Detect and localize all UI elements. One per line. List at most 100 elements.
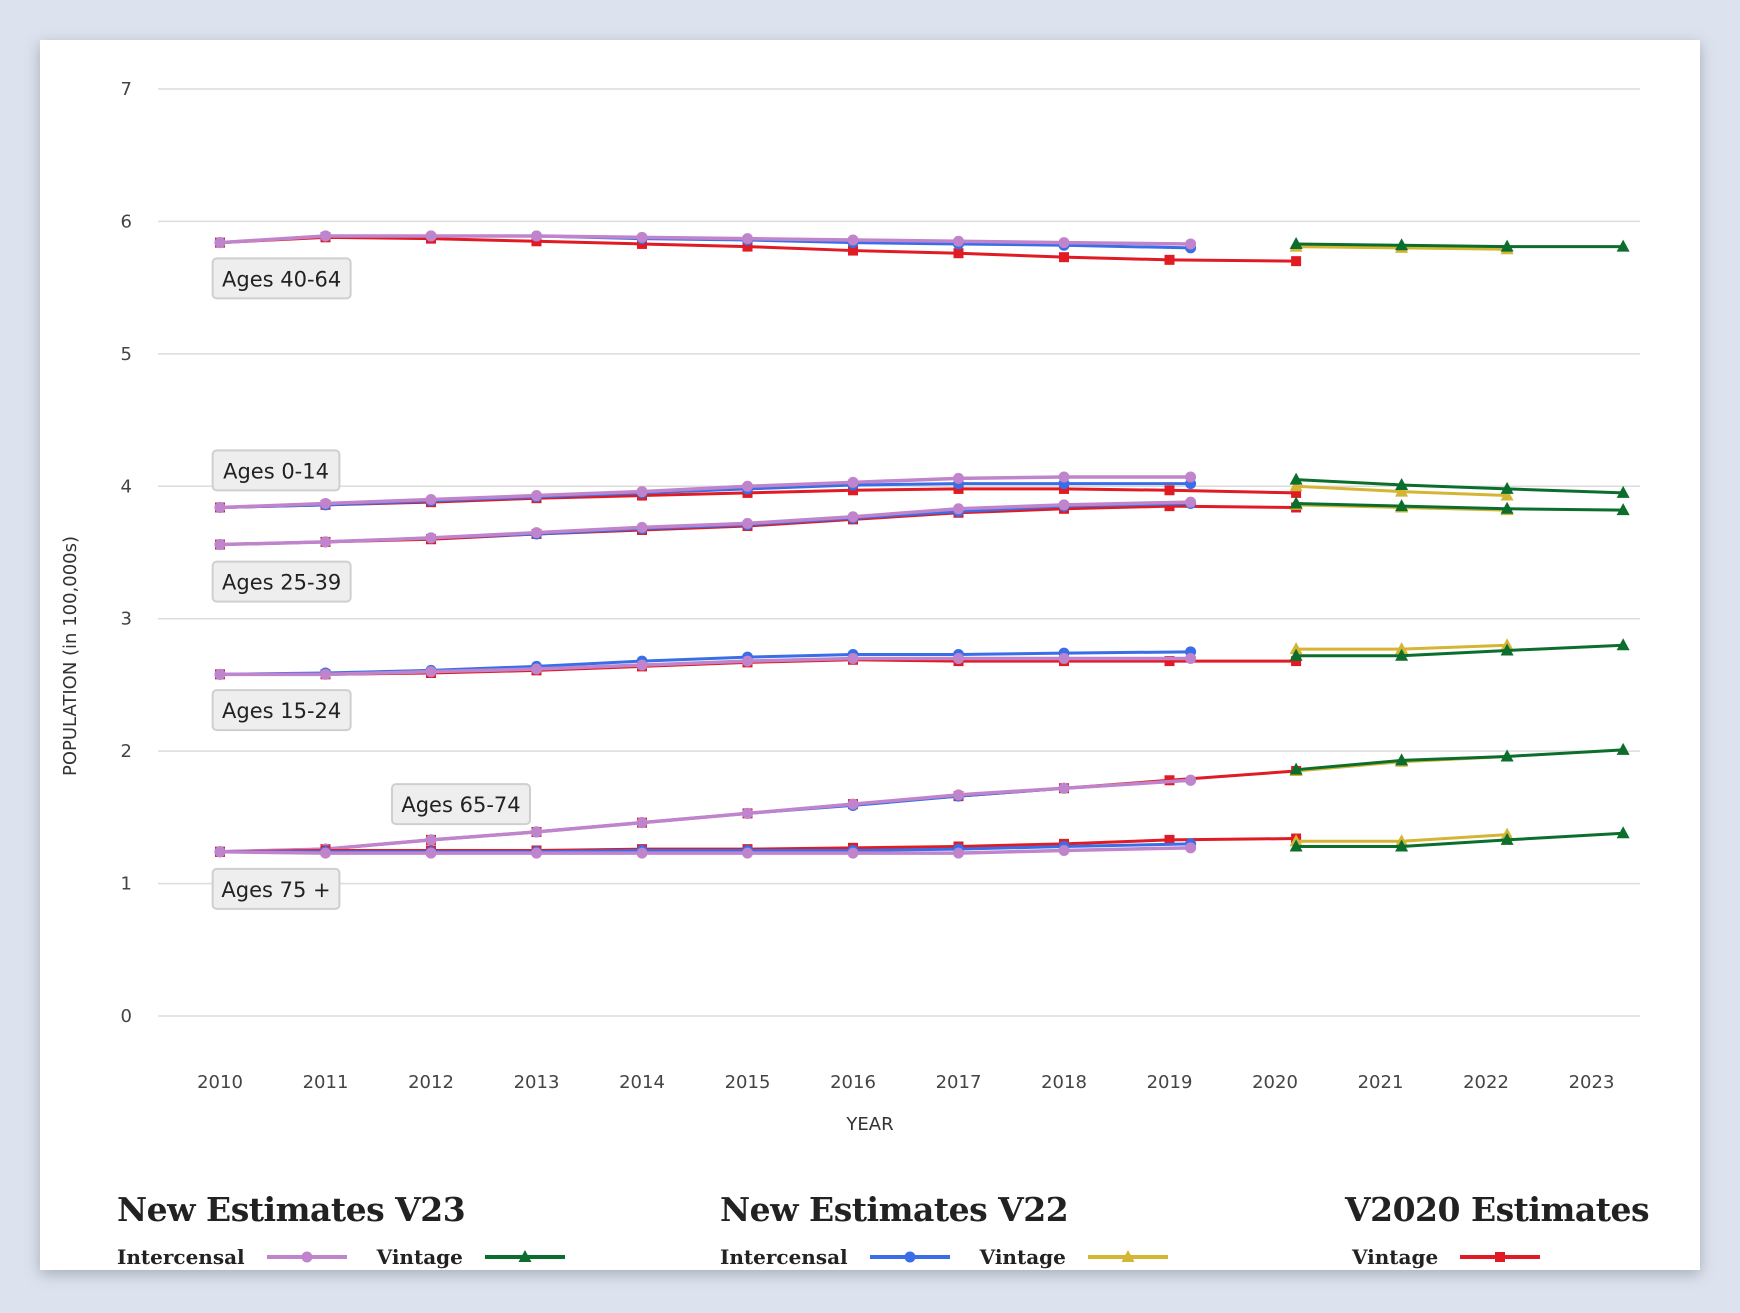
- age-group-ages-0-14: [214, 471, 1630, 513]
- data-point-v23-intercensal: [425, 834, 437, 846]
- data-point-v2020-vintage: [1291, 487, 1302, 498]
- legend-label-v22-intercensal: Intercensal: [720, 1245, 848, 1269]
- data-point-v22-vintage: [1500, 488, 1514, 501]
- data-point-v2020-vintage: [848, 245, 858, 256]
- data-point-v23-intercensal: [1185, 238, 1197, 250]
- data-point-v23-vintage: [1616, 485, 1630, 498]
- legend-swatch-v2020-vintage: [1460, 1252, 1541, 1262]
- data-point-v23-vintage: [1616, 742, 1630, 755]
- series-line-v23-intercensal[interactable]: [220, 656, 1191, 677]
- data-point-v23-vintage: [1500, 481, 1514, 494]
- data-point-v23-vintage: [1616, 826, 1630, 839]
- annotation-box: [211, 257, 352, 300]
- series-line-v23-vintage[interactable]: [1296, 478, 1624, 495]
- data-point-v23-intercensal: [742, 847, 753, 859]
- gridlines: [158, 88, 1640, 1017]
- data-point-v23-intercensal: [1185, 652, 1197, 664]
- x-tick-label: 2017: [936, 1072, 982, 1093]
- y-tick-label: 5: [121, 344, 132, 365]
- data-point-v23-intercensal: [1058, 844, 1070, 856]
- data-point-v23-intercensal: [953, 235, 964, 247]
- age-group-ages-75-: [214, 826, 1630, 859]
- y-axis-ticks: 0 1 2 3 4 5 6 7: [121, 79, 132, 1027]
- data-point-v23-intercensal: [531, 230, 542, 242]
- x-tick-label: 2015: [725, 1072, 771, 1093]
- legend-marker-square-icon: [1495, 1252, 1506, 1262]
- data-point-v23-intercensal: [636, 521, 648, 533]
- annotation-label: Ages 15-24: [211, 689, 352, 732]
- data-point-v23-vintage: [1289, 496, 1303, 509]
- series-line-v23-vintage[interactable]: [1295, 748, 1624, 772]
- annotation-box: [211, 689, 352, 732]
- data-point-v23-intercensal: [953, 847, 964, 859]
- y-tick-label: 6: [121, 211, 132, 232]
- data-point-v23-intercensal: [531, 847, 542, 859]
- annotation-text: Ages 0-14: [223, 459, 329, 483]
- data-point-v23-intercensal: [320, 668, 331, 680]
- data-point-v2020-vintage: [1059, 252, 1069, 263]
- data-point-v23-intercensal: [1058, 499, 1070, 511]
- data-point-v22-vintage: [1289, 479, 1303, 492]
- data-point-v23-vintage: [1616, 239, 1630, 252]
- series-line-v23-vintage[interactable]: [1296, 502, 1624, 512]
- legend-group-v23: New Estimates V23 Intercensal Vintage: [117, 1190, 595, 1269]
- series-line-v23-intercensal[interactable]: [219, 475, 1191, 510]
- data-point-v23-intercensal: [636, 817, 648, 829]
- data-point-v23-intercensal: [214, 237, 226, 249]
- data-point-v23-intercensal: [425, 847, 437, 859]
- data-point-v23-intercensal: [425, 494, 437, 506]
- data-point-v23-intercensal: [1185, 471, 1197, 483]
- data-point-v2020-vintage: [953, 248, 964, 259]
- series-line-v23-vintage[interactable]: [1296, 831, 1624, 848]
- data-point-v23-intercensal: [742, 480, 753, 492]
- legend-label-v23-intercensal: Intercensal: [117, 1245, 245, 1269]
- data-point-v23-intercensal: [742, 517, 753, 529]
- annotation-text: Ages 75 +: [221, 878, 330, 902]
- data-point-v2020-vintage: [1291, 656, 1302, 667]
- legend-marker-triangle-icon: [518, 1250, 532, 1262]
- series-line-v23-intercensal[interactable]: [219, 846, 1191, 855]
- age-group-ages-25-39: [214, 496, 1630, 551]
- series-line-v23-intercensal[interactable]: [219, 778, 1191, 854]
- series-line-v23-intercensal[interactable]: [219, 234, 1191, 246]
- data-point-v23-intercensal: [320, 536, 331, 548]
- data-point-v23-intercensal: [531, 527, 542, 539]
- data-point-v23-intercensal: [847, 652, 859, 664]
- series-line-v23-vintage[interactable]: [1296, 242, 1624, 249]
- legend-label-v2020-vintage: Vintage: [1352, 1245, 1439, 1269]
- series-line-v23-intercensal[interactable]: [219, 500, 1191, 547]
- y-axis-title: POPULATION (in 100,000s): [60, 536, 81, 776]
- y-tick-label: 1: [121, 874, 132, 895]
- data-point-v23-vintage: [1395, 753, 1409, 766]
- annotation-box: [391, 783, 531, 826]
- legend-title-v2020: V2020 Estimates: [1345, 1190, 1650, 1229]
- age-group-ages-40-64: [214, 230, 1630, 267]
- data-point-v23-intercensal: [742, 233, 753, 245]
- series-line-v23-vintage[interactable]: [1296, 643, 1624, 658]
- data-point-v23-vintage: [1616, 503, 1630, 516]
- data-point-v23-intercensal: [1058, 652, 1070, 664]
- annotation-text: Ages 65-74: [401, 793, 520, 817]
- data-point-v23-intercensal: [320, 230, 331, 242]
- legend-title-v22: New Estimates V22: [720, 1190, 1069, 1229]
- data-point-v23-intercensal: [531, 663, 542, 675]
- data-point-v23-intercensal: [214, 668, 226, 680]
- data-point-v23-intercensal: [320, 847, 331, 859]
- data-point-v23-intercensal: [1058, 471, 1070, 483]
- data-point-v23-intercensal: [953, 503, 964, 515]
- data-point-v22-vintage: [1395, 642, 1409, 655]
- annotation-box: [211, 449, 341, 492]
- data-point-v23-vintage: [1500, 239, 1514, 252]
- legend-swatch-v22-vintage: [1087, 1250, 1168, 1262]
- data-point-v23-intercensal: [742, 655, 753, 667]
- legend-marker-circle-icon: [301, 1251, 313, 1263]
- legend-marker-circle-icon: [904, 1251, 916, 1263]
- x-tick-label: 2019: [1147, 1072, 1193, 1093]
- data-point-v23-vintage: [1395, 238, 1409, 251]
- data-point-v23-intercensal: [1058, 782, 1070, 794]
- data-point-v23-vintage: [1616, 638, 1630, 651]
- data-point-v23-vintage: [1289, 839, 1303, 852]
- data-point-v23-intercensal: [1185, 496, 1197, 508]
